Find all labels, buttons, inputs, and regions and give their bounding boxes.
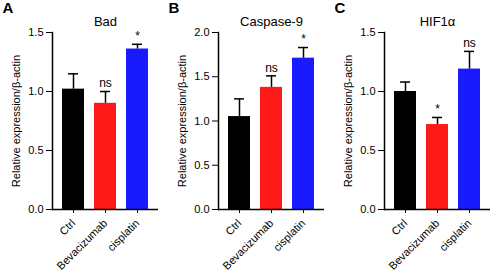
svg-text:1.5: 1.5: [360, 26, 375, 38]
svg-text:Relative expression/β-actin: Relative expression/β-actin: [342, 55, 354, 187]
svg-text:0.5: 0.5: [360, 144, 375, 156]
svg-text:Relative expression/β-actin: Relative expression/β-actin: [10, 55, 22, 187]
svg-text:1.0: 1.0: [28, 85, 43, 97]
svg-text:*: *: [135, 29, 140, 43]
svg-text:Bad: Bad: [94, 14, 117, 29]
svg-text:ns: ns: [99, 76, 112, 90]
svg-text:0.0: 0.0: [194, 203, 209, 215]
svg-text:0.5: 0.5: [194, 159, 209, 171]
svg-text:0.0: 0.0: [28, 203, 43, 215]
svg-text:cisplatin: cisplatin: [437, 217, 474, 254]
svg-text:0.0: 0.0: [360, 203, 375, 215]
svg-text:Caspase-9: Caspase-9: [240, 14, 303, 29]
svg-text:ns: ns: [265, 61, 278, 75]
svg-text:B: B: [169, 0, 180, 16]
svg-text:Ctrl: Ctrl: [223, 217, 244, 238]
svg-text:1.0: 1.0: [194, 115, 209, 127]
svg-text:HIF1α: HIF1α: [420, 14, 456, 29]
svg-text:*: *: [435, 102, 440, 116]
svg-text:Bevacizumab: Bevacizumab: [54, 217, 109, 272]
svg-text:cisplatin: cisplatin: [105, 217, 142, 254]
svg-text:Ctrl: Ctrl: [389, 217, 410, 238]
svg-text:ns: ns: [463, 36, 476, 50]
svg-text:A: A: [3, 0, 14, 16]
svg-text:Relative expression/β-actin: Relative expression/β-actin: [176, 55, 188, 187]
svg-text:cisplatin: cisplatin: [271, 217, 308, 254]
svg-text:C: C: [335, 0, 346, 16]
svg-text:*: *: [301, 32, 306, 46]
svg-text:1.5: 1.5: [194, 70, 209, 82]
svg-text:1.0: 1.0: [360, 85, 375, 97]
svg-text:Ctrl: Ctrl: [57, 217, 78, 238]
svg-text:2.0: 2.0: [194, 26, 209, 38]
svg-text:Bevacizumab: Bevacizumab: [220, 217, 275, 272]
svg-text:0.5: 0.5: [28, 144, 43, 156]
svg-text:1.5: 1.5: [28, 26, 43, 38]
svg-text:Bevacizumab: Bevacizumab: [386, 217, 441, 272]
